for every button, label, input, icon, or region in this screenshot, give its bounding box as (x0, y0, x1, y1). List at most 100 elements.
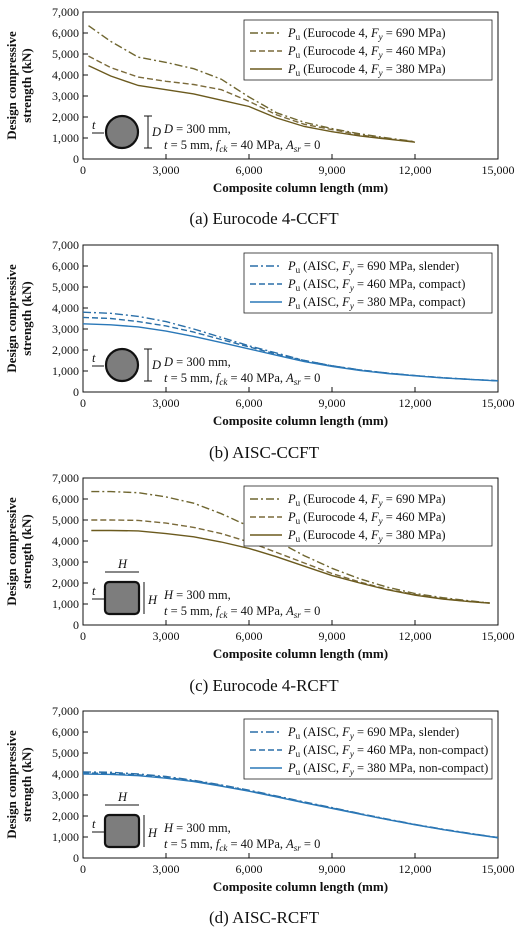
x-tick-label: 3,000 (153, 396, 180, 410)
x-tick-label: 3,000 (153, 862, 180, 876)
series-line-1 (88, 25, 416, 143)
x-axis-label: Composite column length (mm) (213, 180, 388, 195)
x-tick-label: 6,000 (236, 396, 263, 410)
legend-frame (243, 252, 493, 314)
legend-entry-2: Pu (Eurocode 4, Fy = 460 MPa) (287, 44, 446, 60)
y-axis-label-line: strength (kN) (19, 48, 34, 123)
legend-entry-2: Pu (Eurocode 4, Fy = 460 MPa) (287, 510, 446, 526)
thickness-symbol: t (92, 584, 96, 598)
y-tick-label: 5,000 (52, 746, 79, 760)
y-axis-label-line: Design compressive (4, 730, 19, 839)
y-tick-label: 6,000 (52, 725, 79, 739)
legend-entry-1: Pu (AISC, Fy = 690 MPa, slender) (287, 259, 459, 275)
y-tick-label: 7,000 (52, 704, 79, 718)
y-tick-label: 2,000 (52, 343, 79, 357)
x-tick-label: 0 (80, 163, 86, 177)
series-line-3 (82, 773, 499, 839)
plot-area-frame (82, 710, 499, 859)
x-tick-label: 12,000 (399, 163, 432, 177)
y-tick-label: 0 (73, 152, 79, 166)
y-tick-label: 5,000 (52, 47, 79, 61)
square-section-shape (103, 580, 141, 616)
y-tick-label: 7,000 (52, 5, 79, 19)
y-axis-label-line: strength (kN) (19, 747, 34, 822)
legend: Pu (Eurocode 4, Fy = 690 MPa) Pu (Eurocod… (243, 19, 493, 81)
x-tick-label: 12,000 (399, 396, 432, 410)
panel-caption: (c) Eurocode 4-RCFT (189, 676, 339, 695)
legend-entry-1: Pu (Eurocode 4, Fy = 690 MPa) (287, 26, 446, 42)
x-axis-label: Composite column length (mm) (213, 879, 388, 894)
y-tick-label: 3,000 (52, 322, 79, 336)
y-tick-label: 2,000 (52, 809, 79, 823)
y-tick-label: 1,000 (52, 131, 79, 145)
dim-symbol-top: H (117, 557, 128, 571)
legend-entry-2: Pu (AISC, Fy = 460 MPa, non-compact) (287, 743, 488, 759)
annotation-line-2: t = 5 mm, fck = 40 MPa, Asr = 0 (164, 604, 320, 620)
series-line-3 (88, 64, 416, 143)
y-tick-label: 2,000 (52, 576, 79, 590)
series-line-2 (88, 55, 416, 143)
legend-entry-3: Pu (AISC, Fy = 380 MPa, non-compact) (287, 761, 488, 777)
x-tick-label: 3,000 (153, 163, 180, 177)
x-tick-label: 9,000 (319, 396, 346, 410)
plot-area-frame (82, 244, 499, 393)
panel-caption: (d) AISC-RCFT (209, 908, 320, 927)
legend-entry-2: Pu (AISC, Fy = 460 MPa, compact) (287, 277, 465, 293)
y-tick-label: 4,000 (52, 68, 79, 82)
y-tick-label: 4,000 (52, 301, 79, 315)
plot-area-frame (82, 477, 499, 626)
y-tick-label: 3,000 (52, 788, 79, 802)
section-sketch: Dt (92, 347, 161, 383)
y-tick-label: 0 (73, 618, 79, 632)
chart-panel-d: 0 3,000 6,000 9,000 12,000 15,000 0 1,000 2,000 3… (4, 704, 515, 927)
section-sketch: Dt (92, 114, 161, 150)
y-tick-label: 4,000 (52, 534, 79, 548)
legend-frame (243, 718, 493, 780)
annotation-line-1: H = 300 mm, (163, 588, 231, 602)
y-tick-label: 3,000 (52, 555, 79, 569)
circular-section-shape (104, 114, 140, 150)
x-tick-label: 15,000 (482, 163, 515, 177)
plot-area-frame (82, 11, 499, 160)
annotation-line-2: t = 5 mm, fck = 40 MPa, Asr = 0 (164, 138, 320, 154)
annotation-line-2: t = 5 mm, fck = 40 MPa, Asr = 0 (164, 837, 320, 853)
x-tick-label: 0 (80, 629, 86, 643)
y-tick-label: 6,000 (52, 259, 79, 273)
dim-symbol: D (151, 125, 161, 139)
y-tick-label: 0 (73, 385, 79, 399)
y-tick-label: 5,000 (52, 280, 79, 294)
legend: Pu (AISC, Fy = 690 MPa, slender) Pu (AISC… (243, 718, 493, 780)
x-tick-label: 15,000 (482, 629, 515, 643)
annotation-line-2: t = 5 mm, fck = 40 MPa, Asr = 0 (164, 371, 320, 387)
x-tick-label: 9,000 (319, 163, 346, 177)
series-line-1 (91, 490, 490, 604)
annotation-line-1: D = 300 mm, (163, 122, 231, 136)
x-tick-label: 12,000 (399, 862, 432, 876)
annotation-line-1: D = 300 mm, (163, 355, 231, 369)
legend: Pu (Eurocode 4, Fy = 690 MPa) Pu (Eurocod… (243, 485, 493, 547)
series-line-3 (82, 323, 499, 382)
square-section-shape (103, 813, 141, 849)
x-tick-label: 15,000 (482, 862, 515, 876)
chart-panel-c: 0 3,000 6,000 9,000 12,000 15,000 0 1,000 2,000 3… (4, 471, 515, 695)
legend-entry-3: Pu (AISC, Fy = 380 MPa, compact) (287, 295, 465, 311)
panel-caption: (a) Eurocode 4-CCFT (189, 209, 339, 228)
y-tick-label: 5,000 (52, 513, 79, 527)
x-tick-label: 15,000 (482, 396, 515, 410)
legend: Pu (AISC, Fy = 690 MPa, slender) Pu (AISC… (243, 252, 493, 314)
dim-symbol: D (151, 358, 161, 372)
y-tick-label: 7,000 (52, 471, 79, 485)
y-tick-label: 2,000 (52, 110, 79, 124)
circular-section-shape (104, 347, 140, 383)
y-tick-label: 6,000 (52, 492, 79, 506)
legend-entry-3: Pu (Eurocode 4, Fy = 380 MPa) (287, 62, 446, 78)
legend-entry-1: Pu (Eurocode 4, Fy = 690 MPa) (287, 492, 446, 508)
thickness-symbol: t (92, 118, 96, 132)
y-tick-label: 0 (73, 851, 79, 865)
y-tick-label: 1,000 (52, 597, 79, 611)
legend-frame (243, 19, 493, 81)
y-tick-label: 3,000 (52, 89, 79, 103)
chart-panel-b: 0 3,000 6,000 9,000 12,000 15,000 0 1,000 2,000 3… (4, 238, 515, 462)
thickness-symbol: t (92, 817, 96, 831)
x-axis-label: Composite column length (mm) (213, 646, 388, 661)
